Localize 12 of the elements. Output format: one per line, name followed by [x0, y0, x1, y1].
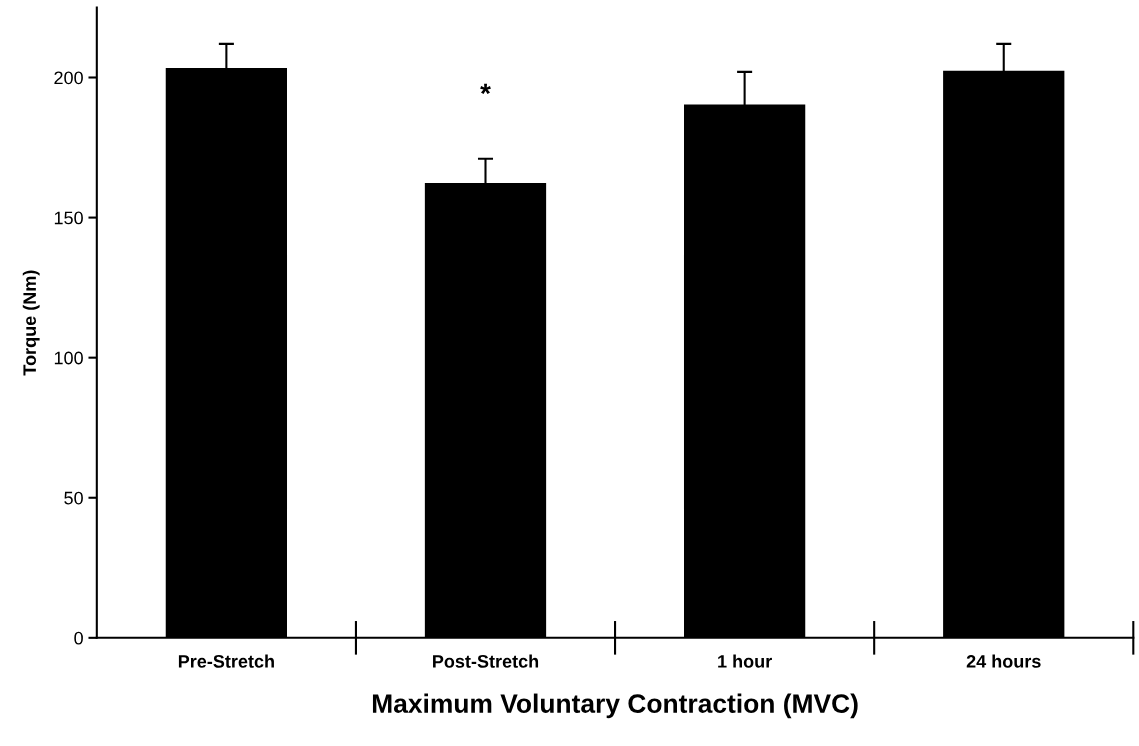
y-tick-label: 150: [54, 211, 83, 225]
y-axis-title: Torque (Nm): [22, 270, 40, 376]
y-tick-label: 50: [64, 491, 83, 505]
x-tick-label: 24 hours: [966, 654, 1041, 668]
y-tick-label: 0: [74, 631, 83, 645]
x-tick-label: Post-Stretch: [433, 654, 539, 668]
y-tick-label: 100: [54, 351, 83, 365]
x-axis-title: Maximum Voluntary Contraction (MVC): [372, 693, 858, 719]
x-tick-label: Pre-Stretch: [178, 654, 274, 668]
annotation: *: [480, 83, 491, 95]
x-tick-label: 1 hour: [718, 654, 772, 668]
y-tick-label: 200: [54, 71, 83, 85]
